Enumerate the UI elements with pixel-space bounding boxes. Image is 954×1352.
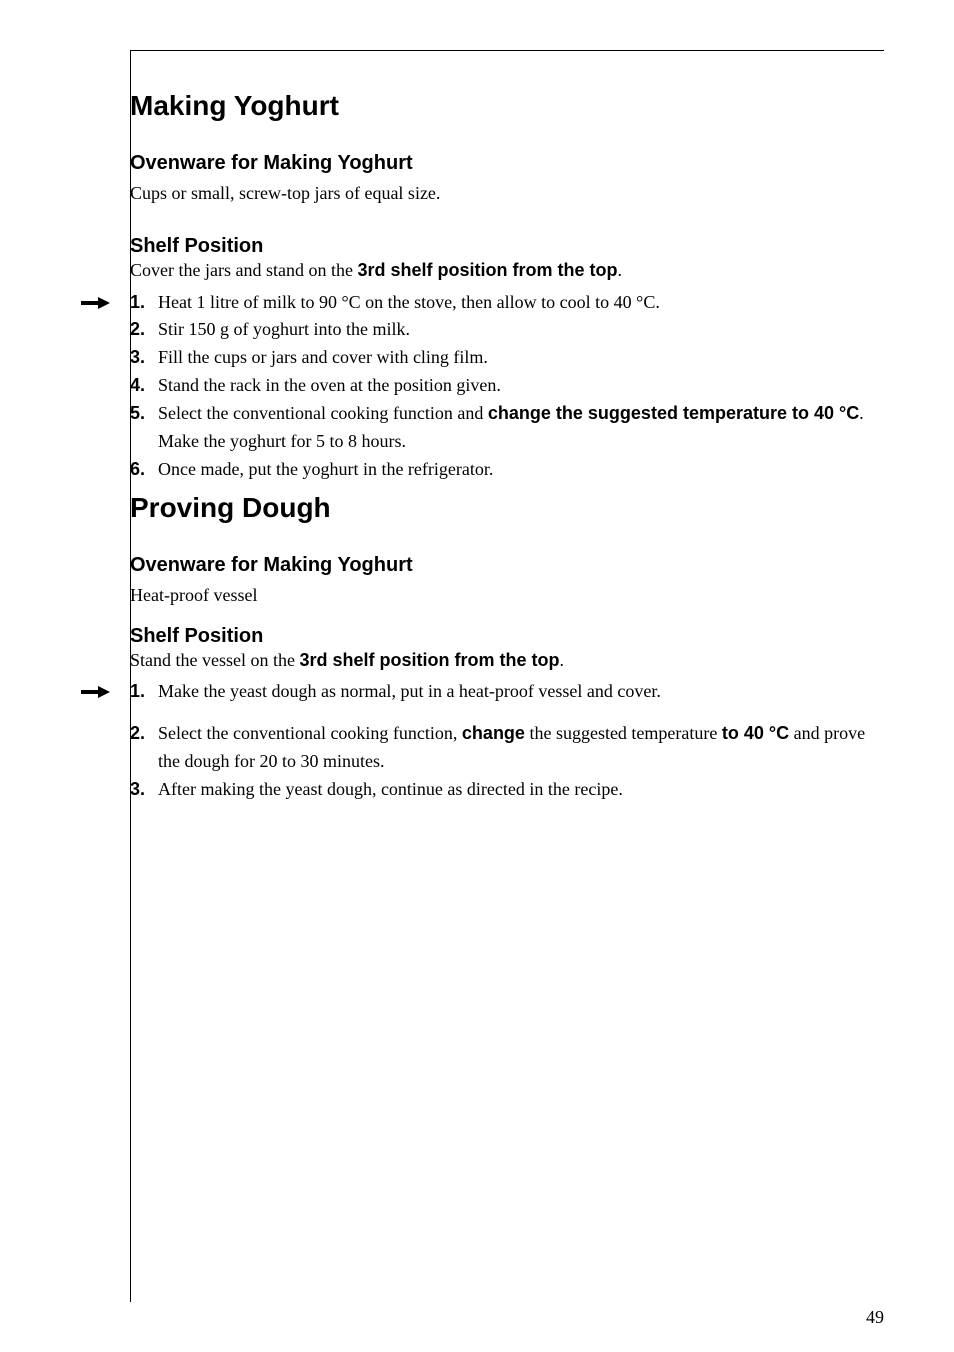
section1-ovenware-heading: Ovenware for Making Yoghurt bbox=[130, 152, 884, 175]
section1-shelf-bold: 3rd shelf position from the top bbox=[357, 260, 617, 280]
section1-title: Making Yoghurt bbox=[130, 90, 884, 122]
step-text: After making the yeast dough, continue a… bbox=[158, 779, 623, 799]
list-item: 1. Heat 1 litre of milk to 90 °C on the … bbox=[130, 289, 884, 317]
section2-title: Proving Dough bbox=[130, 492, 884, 524]
section2-shelf-post: . bbox=[559, 650, 564, 670]
step-text: Fill the cups or jars and cover with cli… bbox=[158, 347, 488, 367]
step-text-bold1: change bbox=[462, 723, 525, 743]
step-number: 6. bbox=[130, 456, 145, 484]
step-number: 5. bbox=[130, 400, 145, 428]
list-item: 5. Select the conventional cooking funct… bbox=[130, 400, 884, 456]
list-item: 3. Fill the cups or jars and cover with … bbox=[130, 344, 884, 372]
section2-shelf-bold: 3rd shelf position from the top bbox=[299, 650, 559, 670]
step-text-mid: the suggested temperature bbox=[525, 723, 722, 743]
hand-pointer-icon bbox=[78, 291, 112, 311]
section2-shelf-body: Stand the vessel on the 3rd shelf positi… bbox=[130, 648, 884, 672]
section1-steps: 1. Heat 1 litre of milk to 90 °C on the … bbox=[130, 289, 884, 484]
step-text: Once made, put the yoghurt in the refrig… bbox=[158, 459, 493, 479]
step-number: 3. bbox=[130, 344, 145, 372]
step-text: Stir 150 g of yoghurt into the milk. bbox=[158, 319, 410, 339]
step-number: 1. bbox=[130, 289, 145, 317]
section2-shelf-pre: Stand the vessel on the bbox=[130, 650, 299, 670]
section2-ovenware-body: Heat-proof vessel bbox=[130, 583, 884, 607]
list-item: 1. Make the yeast dough as normal, put i… bbox=[130, 678, 884, 706]
section2-ovenware-heading: Ovenware for Making Yoghurt bbox=[130, 554, 884, 577]
step-text-pre: Select the conventional cooking function… bbox=[158, 403, 488, 423]
step-number: 2. bbox=[130, 720, 145, 748]
hand-pointer-icon bbox=[78, 680, 112, 700]
step-number: 1. bbox=[130, 678, 145, 706]
page-content: Making Yoghurt Ovenware for Making Yoghu… bbox=[60, 50, 884, 804]
section2-shelf-heading: Shelf Position bbox=[130, 625, 884, 648]
step-number: 3. bbox=[130, 776, 145, 804]
section1-shelf-post: . bbox=[617, 260, 622, 280]
section1-shelf-pre: Cover the jars and stand on the bbox=[130, 260, 357, 280]
list-item: 2. Stir 150 g of yoghurt into the milk. bbox=[130, 316, 884, 344]
list-item: 4. Stand the rack in the oven at the pos… bbox=[130, 372, 884, 400]
step-text-bold: change the suggested temperature to 40 °… bbox=[488, 403, 859, 423]
step-number: 2. bbox=[130, 316, 145, 344]
step-text: Make the yeast dough as normal, put in a… bbox=[158, 681, 661, 701]
step-text: Stand the rack in the oven at the positi… bbox=[158, 375, 501, 395]
section2-steps: 1. Make the yeast dough as normal, put i… bbox=[130, 678, 884, 804]
page-number: 49 bbox=[866, 1307, 884, 1328]
section1-shelf-heading: Shelf Position bbox=[130, 235, 884, 258]
step-number: 4. bbox=[130, 372, 145, 400]
step-text-bold2: to 40 °C bbox=[722, 723, 789, 743]
list-item: 3. After making the yeast dough, continu… bbox=[130, 776, 884, 804]
step-text: Heat 1 litre of milk to 90 °C on the sto… bbox=[158, 292, 660, 312]
section1-shelf-body: Cover the jars and stand on the 3rd shel… bbox=[130, 258, 884, 282]
list-item: 6. Once made, put the yoghurt in the ref… bbox=[130, 456, 884, 484]
list-item: 2. Select the conventional cooking funct… bbox=[130, 720, 884, 776]
step-text-pre: Select the conventional cooking function… bbox=[158, 723, 462, 743]
section1-ovenware-body: Cups or small, screw-top jars of equal s… bbox=[130, 181, 884, 205]
